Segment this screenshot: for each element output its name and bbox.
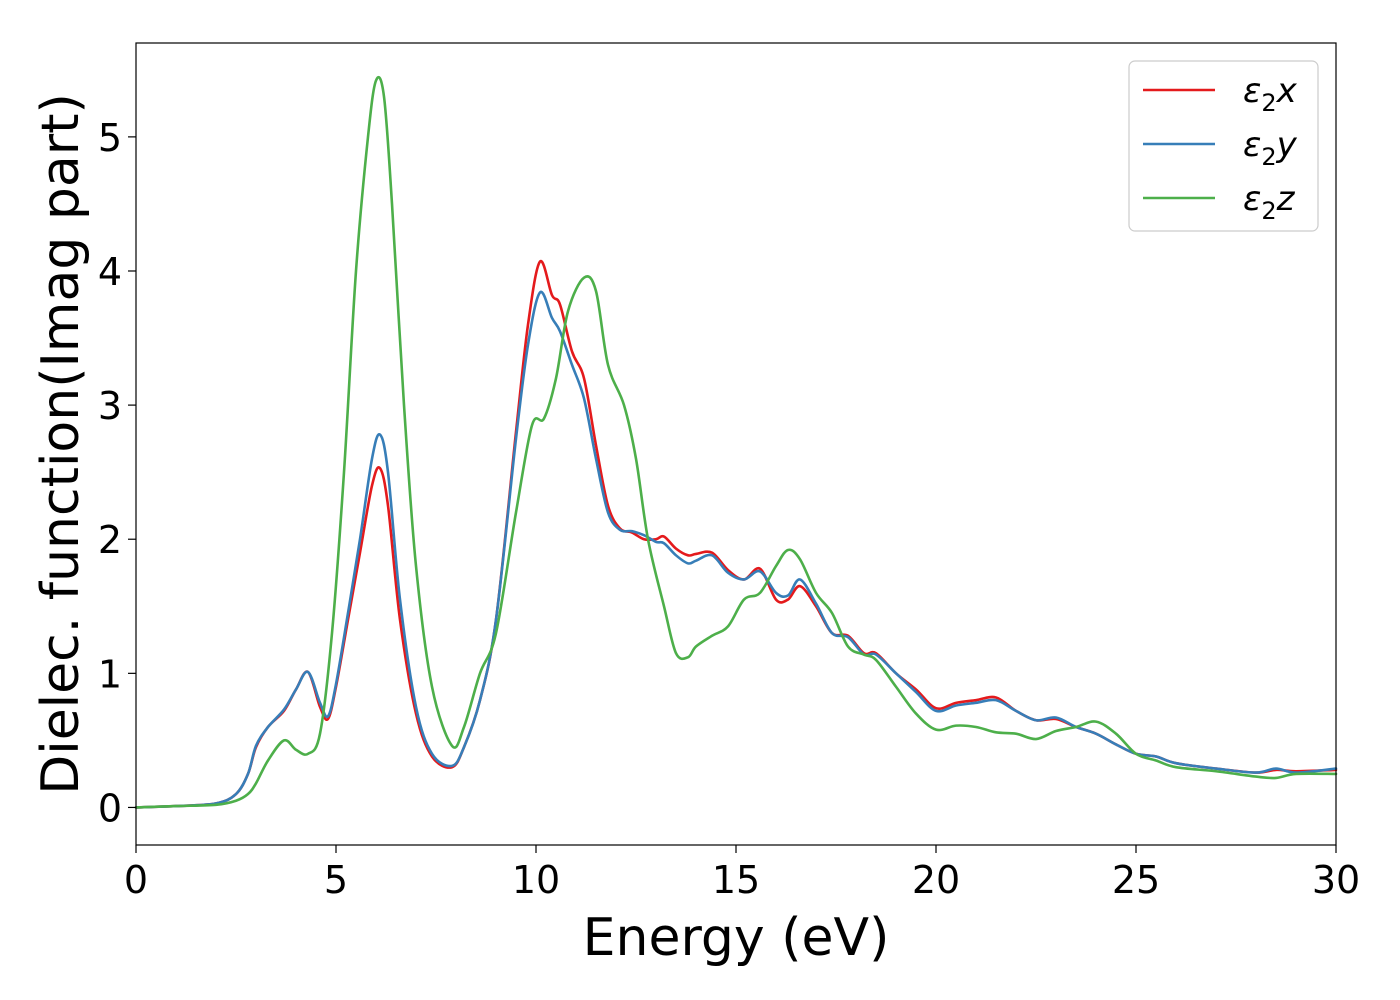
x-tick-label: 15 xyxy=(712,858,760,902)
x-tick-label: 5 xyxy=(324,858,348,902)
y-axis-ticks: 0 1 2 3 4 5 xyxy=(98,116,136,830)
y-tick-label: 1 xyxy=(98,652,122,696)
legend-subscript: 2 xyxy=(1261,197,1276,225)
legend-subscript: 2 xyxy=(1261,89,1276,117)
x-tick-label: 30 xyxy=(1312,858,1360,902)
legend-label: ε2z xyxy=(1243,179,1296,225)
x-tick-label: 10 xyxy=(512,858,560,902)
x-axis-ticks: 0 5 10 15 20 25 30 xyxy=(124,845,1360,902)
series-layer xyxy=(134,75,1338,809)
x-tick-label: 25 xyxy=(1112,858,1160,902)
legend-variable: z xyxy=(1276,179,1296,219)
x-axis-label: Energy (eV) xyxy=(583,908,890,968)
series-line-y xyxy=(134,290,1338,809)
legend-epsilon: ε xyxy=(1243,125,1261,165)
legend-label: ε2x xyxy=(1243,71,1298,117)
y-tick-label: 0 xyxy=(98,786,122,830)
legend-epsilon: ε xyxy=(1243,71,1261,111)
legend-variable: y xyxy=(1276,125,1298,165)
y-tick-label: 4 xyxy=(98,250,122,294)
legend-epsilon: ε xyxy=(1243,179,1261,219)
legend-variable: x xyxy=(1276,71,1298,111)
legend-box xyxy=(1128,60,1319,232)
y-tick-label: 5 xyxy=(98,116,122,160)
y-axis-label: Dielec. function(Imag part) xyxy=(31,93,91,795)
x-tick-label: 20 xyxy=(912,858,960,902)
x-tick-label: 0 xyxy=(124,858,148,902)
legend-subscript: 2 xyxy=(1261,143,1276,171)
y-tick-label: 3 xyxy=(98,384,122,428)
series-line-z xyxy=(134,75,1338,809)
y-tick-label: 2 xyxy=(98,518,122,562)
legend-label: ε2y xyxy=(1243,125,1298,171)
